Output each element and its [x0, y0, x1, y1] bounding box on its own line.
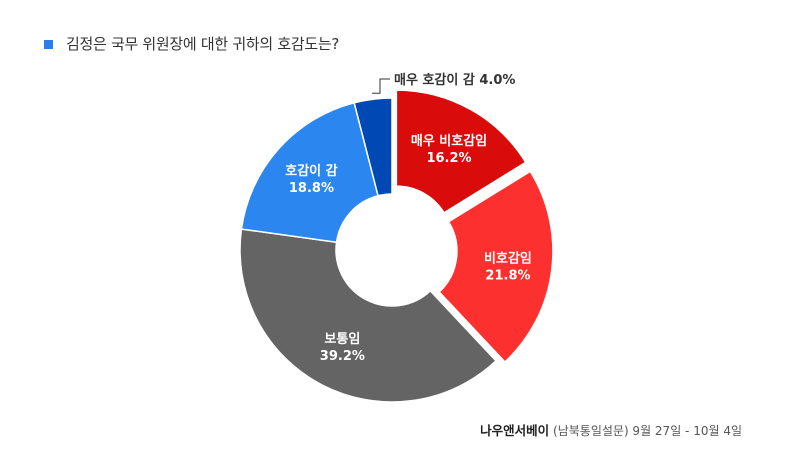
source-brand: 나우앤서베이 [480, 423, 550, 438]
slice-label: 보통임 [324, 332, 360, 347]
callout-line [372, 78, 390, 94]
source-detail: (남북통일설문) 9월 27일 - 10월 4일 [553, 424, 742, 438]
slice-label: 호감이 감 [285, 163, 337, 179]
chart-title: 김정은 국무 위원장에 대한 귀하의 호감도는? [66, 35, 340, 53]
slice-value: 16.2% [426, 151, 471, 166]
pie-slice [353, 97, 393, 197]
pie-slice [240, 101, 379, 244]
slice-label-external: 매우 호감이 감 4.0% [394, 72, 515, 88]
legend-marker [44, 40, 53, 49]
slice-value: 39.2% [320, 349, 365, 364]
slice-label: 비호감임 [484, 251, 532, 266]
slice-value: 21.8% [485, 268, 530, 283]
pie-slice [239, 228, 498, 403]
pie-slice [438, 170, 554, 364]
slice-label: 매우 비호감임 [411, 134, 487, 149]
source-note: 나우앤서베이 (남북통일설문) 9월 27일 - 10월 4일 [480, 420, 742, 439]
slice-value: 18.8% [289, 181, 334, 196]
pie-slice [395, 89, 527, 214]
